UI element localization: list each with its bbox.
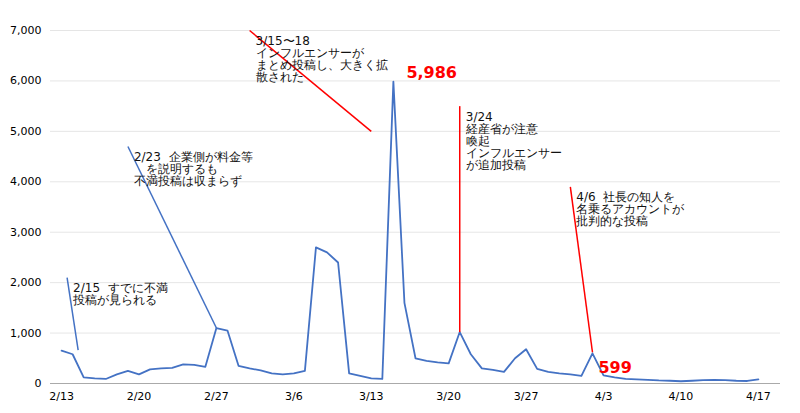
svg-text:4/6 社長の知人を名乗るアカウントが批判的な投稿: 4/6 社長の知人を名乗るアカウントが批判的な投稿	[576, 190, 685, 228]
svg-text:4/17: 4/17	[746, 390, 771, 403]
svg-text:4/10: 4/10	[669, 390, 694, 403]
svg-text:3/20: 3/20	[436, 390, 461, 403]
svg-text:5,986: 5,986	[406, 63, 457, 82]
svg-text:2,000: 2,000	[10, 276, 42, 289]
svg-text:7,000: 7,000	[10, 24, 42, 37]
svg-text:4/3: 4/3	[595, 390, 613, 403]
svg-text:2/23 企業側が料金等 を説明するも不満投稿は収まらず: 2/23 企業側が料金等 を説明するも不満投稿は収まらず	[134, 150, 253, 188]
svg-text:3/15〜18インフルエンサーがまとめ投稿し、大きく拡散され: 3/15〜18インフルエンサーがまとめ投稿し、大きく拡散された	[256, 34, 388, 84]
svg-text:3/27: 3/27	[514, 390, 539, 403]
svg-text:0: 0	[35, 377, 42, 390]
svg-text:2/27: 2/27	[204, 390, 229, 403]
svg-text:3/24経産省が注意喚起インフルエンサーが追加投稿: 3/24経産省が注意喚起インフルエンサーが追加投稿	[465, 110, 562, 172]
svg-text:3/13: 3/13	[359, 390, 384, 403]
svg-text:2/20: 2/20	[127, 390, 152, 403]
svg-text:1,000: 1,000	[10, 327, 42, 340]
svg-text:6,000: 6,000	[10, 74, 42, 87]
svg-text:3,000: 3,000	[10, 226, 42, 239]
svg-text:2/15 すでに不満投稿が見られる: 2/15 すでに不満投稿が見られる	[72, 281, 168, 307]
svg-text:3/6: 3/6	[285, 390, 303, 403]
svg-text:599: 599	[598, 358, 631, 377]
svg-text:5,000: 5,000	[10, 125, 42, 138]
svg-text:4,000: 4,000	[10, 175, 42, 188]
svg-text:2/13: 2/13	[49, 390, 74, 403]
